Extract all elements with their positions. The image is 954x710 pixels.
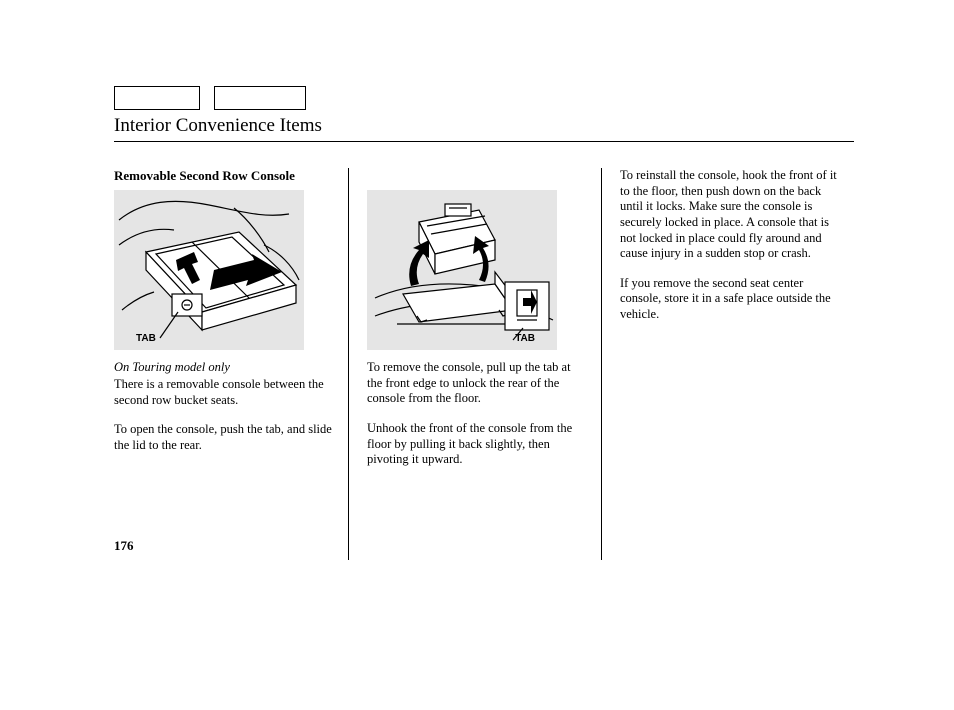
col1-para-2: To open the console, push the tab, and s… — [114, 422, 332, 453]
top-box-2 — [214, 86, 306, 110]
columns: Removable Second Row Console — [114, 168, 854, 560]
col1-para-1: There is a removable console between the… — [114, 377, 332, 408]
manual-page: Interior Convenience Items Removable Sec… — [0, 0, 954, 710]
top-box-1 — [114, 86, 200, 110]
page-number: 176 — [114, 538, 134, 554]
top-placeholder-boxes — [114, 86, 306, 110]
col3-para-2: If you remove the second seat center con… — [620, 276, 838, 323]
page-title: Interior Convenience Items — [114, 115, 854, 137]
figure-1-tab-label: TAB — [136, 333, 156, 344]
subheading: Removable Second Row Console — [114, 168, 332, 184]
column-1: Removable Second Row Console — [114, 168, 348, 560]
figure-2: TAB — [367, 190, 557, 350]
column-2: TAB To remove the console, pull up the t… — [348, 168, 601, 560]
heading-rule — [114, 141, 854, 142]
figure-2-tab-label: TAB — [515, 333, 535, 344]
italic-note: On Touring model only — [114, 360, 332, 375]
col2-para-1: To remove the console, pull up the tab a… — [367, 360, 585, 407]
figure-1: TAB — [114, 190, 304, 350]
column-3: To reinstall the console, hook the front… — [601, 168, 854, 560]
col2-para-2: Unhook the front of the console from the… — [367, 421, 585, 468]
col3-para-1: To reinstall the console, hook the front… — [620, 168, 838, 262]
console-remove-illustration — [367, 190, 557, 350]
console-open-illustration — [114, 190, 304, 350]
heading-row: Interior Convenience Items — [114, 115, 854, 142]
